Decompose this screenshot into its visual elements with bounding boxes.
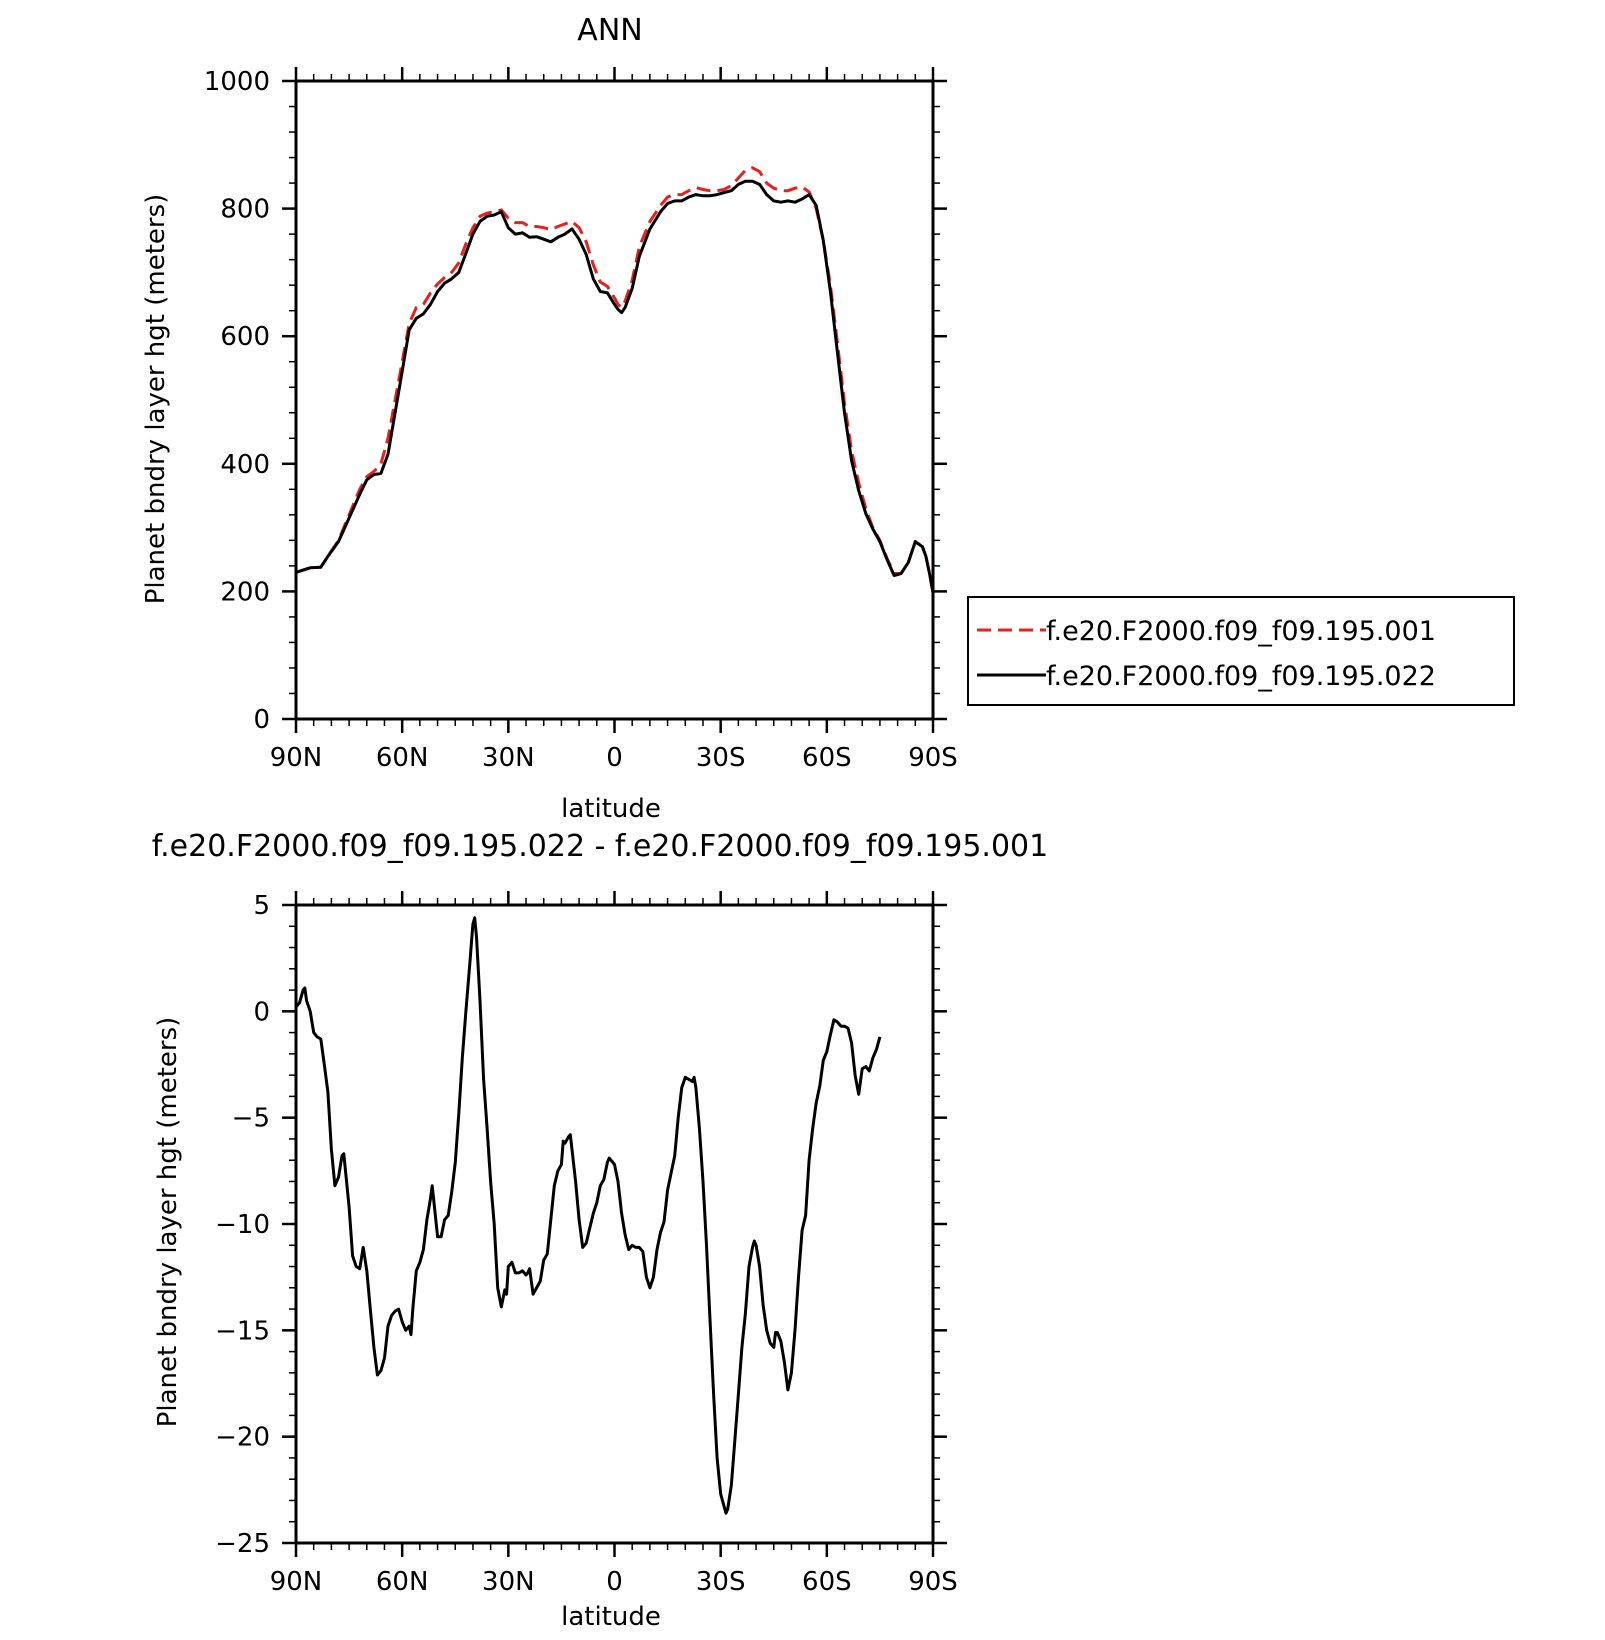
bottom-plot-frame	[294, 903, 935, 1545]
bottom-x-tick-label: 30S	[696, 1567, 746, 1597]
legend-box	[967, 596, 1515, 706]
top-series-line-0	[295, 166, 935, 593]
legend: f.e20.F2000.f09_f09.195.001 f.e20.F2000.…	[967, 596, 1515, 706]
top-x-tick-label: 30N	[482, 743, 535, 773]
bottom-x-tick-label: 30N	[482, 1567, 535, 1597]
legend-entry-001: f.e20.F2000.f09_f09.195.001	[1046, 616, 1436, 647]
top-x-tick-label: 0	[606, 743, 623, 773]
bottom-x-tick-label: 90S	[908, 1567, 958, 1597]
top-y-axis-label: Planet bndry layer hgt (meters)	[141, 194, 171, 605]
bottom-x-tick-label: 60S	[802, 1567, 852, 1597]
top-plot-frame	[294, 79, 935, 721]
top-plot-area: 90N 60N 30N 0 30S 60S 90S 0 200 400 600 800 1000	[204, 67, 958, 773]
top-y-tick-label: 800	[220, 195, 270, 225]
top-y-tick-label: 600	[220, 322, 270, 352]
bottom-y-tick-label: −25	[215, 1529, 270, 1559]
bottom-x-tick-label: 60N	[376, 1567, 429, 1597]
top-series-line-1	[295, 179, 935, 593]
top-y-tick-label: 1000	[204, 67, 270, 97]
bottom-y-tick-label: 0	[253, 997, 270, 1027]
top-x-tick-label: 90S	[908, 743, 958, 773]
top-chart-title: ANN	[577, 13, 642, 48]
bottom-y-axis-label: Planet bndry layer hgt (meters)	[153, 1017, 183, 1428]
top-x-tick-label: 60S	[802, 743, 852, 773]
top-y-tick-label: 400	[220, 450, 270, 480]
top-y-tick-label: 200	[220, 577, 270, 607]
bottom-y-tick-label: −20	[215, 1423, 270, 1453]
bottom-y-tick-label: 5	[253, 891, 270, 921]
bottom-plot-area: 90N 60N 30N 0 30S 60S 90S −25 −20 −15 −10 −5 0 5	[215, 891, 958, 1597]
top-x-tick-label: 90N	[270, 743, 323, 773]
bottom-x-axis-label: latitude	[561, 1602, 661, 1632]
bottom-chart-title: f.e20.F2000.f09_f09.195.022 - f.e20.F200…	[152, 829, 1048, 864]
legend-entry-022: f.e20.F2000.f09_f09.195.022	[1046, 661, 1436, 692]
bottom-series-line-0	[294, 916, 882, 1515]
bottom-y-tick-label: −10	[215, 1210, 270, 1240]
bottom-y-tick-label: −15	[215, 1316, 270, 1346]
top-x-tick-label: 60N	[376, 743, 429, 773]
top-x-tick-label: 30S	[696, 743, 746, 773]
bottom-x-tick-label: 0	[606, 1567, 623, 1597]
top-y-tick-label: 0	[253, 705, 270, 735]
top-x-axis-label: latitude	[561, 794, 661, 824]
bottom-x-tick-label: 90N	[270, 1567, 323, 1597]
bottom-y-tick-label: −5	[232, 1104, 270, 1134]
